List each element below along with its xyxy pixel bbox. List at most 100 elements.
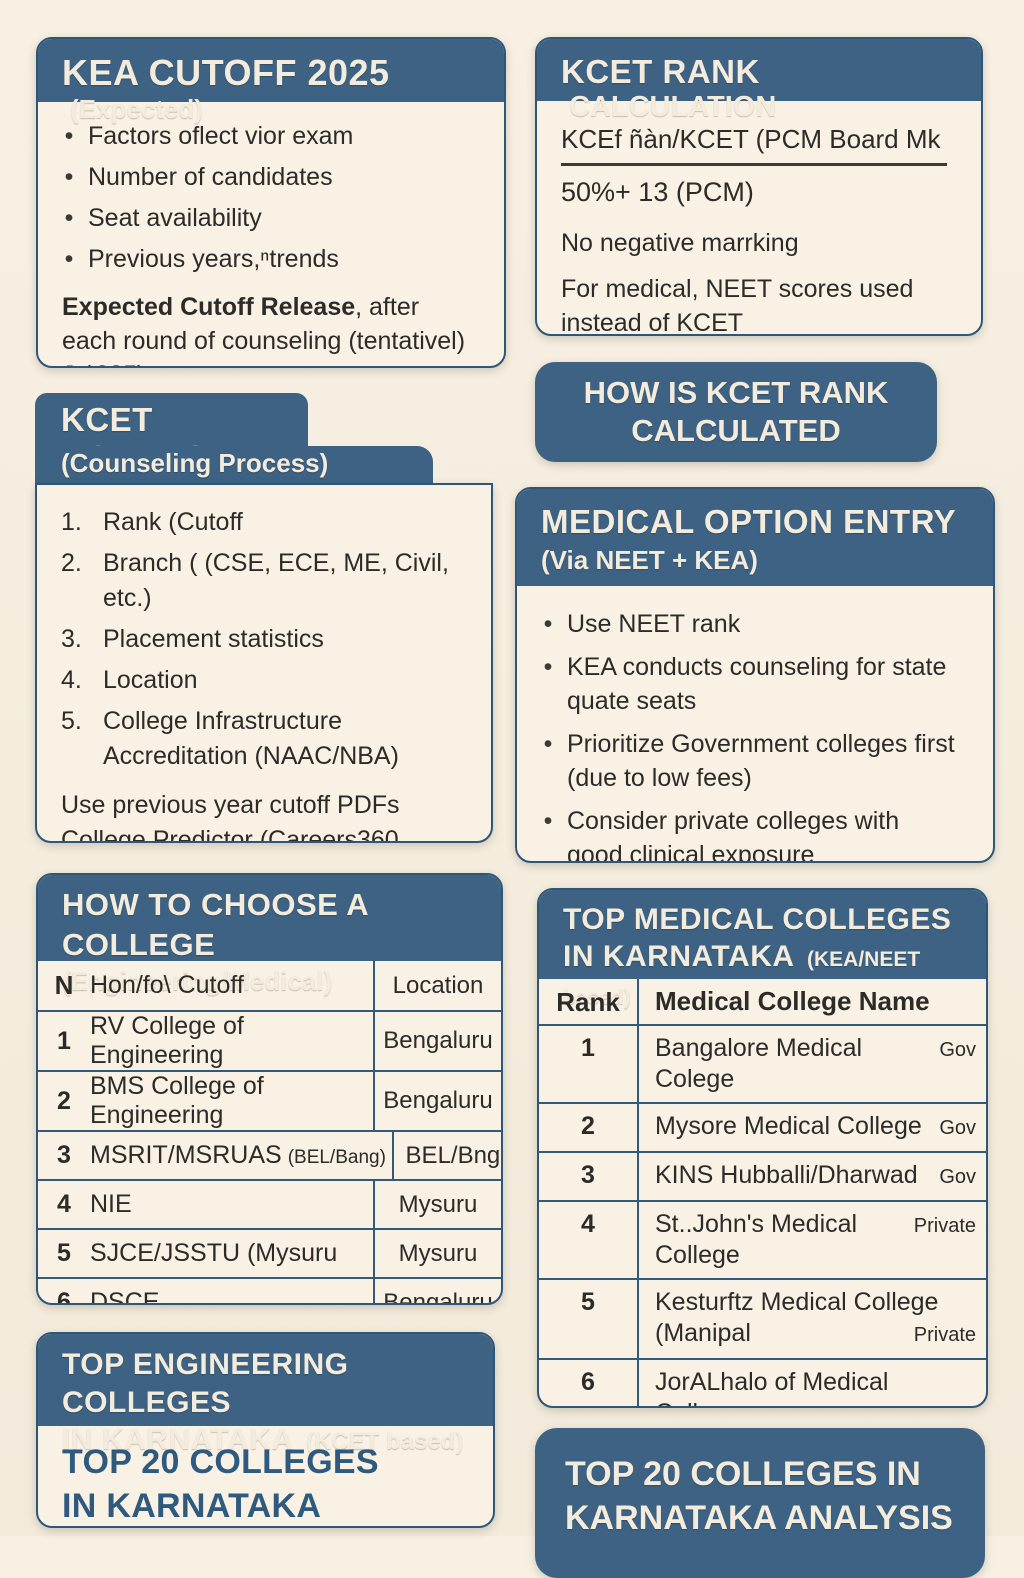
college-rank-number: 6 [57, 1288, 71, 1305]
college-rank-number: 2 [57, 1086, 71, 1115]
top-eng-body-line1: TOP 20 COLLEGES [62, 1443, 379, 1481]
medical-option-bullet: • Prioritize Government colleges first (… [541, 727, 969, 795]
college-rank-number: 4 [57, 1190, 71, 1218]
medical-college-tag: Private [913, 1215, 976, 1237]
medical-option-bullet: • KEA conducts counseling for state quat… [541, 650, 969, 718]
rounds-item-number: 5. [61, 707, 82, 735]
rounds-notes: Use previous year cutoff PDFs College Pr… [61, 788, 467, 843]
medical-option-title: MEDICAL OPTION ENTRY [541, 503, 957, 540]
college-location: Bengaluru [373, 1072, 501, 1130]
medical-college-name: Mysore Medical College [655, 1112, 922, 1140]
college-name: SJCE/JSSTU (Mysuru [90, 1239, 373, 1268]
medical-college-name: JorALhalo of Medical College [655, 1368, 889, 1406]
kcet-rank-title-suffix: CALCULATION [569, 91, 777, 123]
bottom-banner-line2: KARNATAKA ANALYSIS [565, 1499, 953, 1537]
rounds-item-number: 1. [61, 508, 82, 536]
kcet-rank-body: KCEf ñàn/KCET (PCM Board Mk 50%+ 13 (PCM… [537, 101, 981, 336]
bullet-dot-icon: • [543, 730, 553, 758]
kcet-rounds-subtitle-band: (Counseling Process) [35, 446, 433, 483]
rank-note-neet: For medical, NEET scores used instead of… [561, 275, 914, 336]
top-eng-body: TOP 20 COLLEGES IN KARNATAKA ANALYSIS [38, 1426, 493, 1526]
rounds-note-line: Use previous year cutoff PDFs [61, 788, 467, 823]
choose-table-header-row: N Hon/fo\ Cutoff Location [38, 961, 501, 1010]
college-rank-number: 1 [57, 1026, 71, 1055]
choose-header-name: Hon/fo\ Cutoff [90, 971, 373, 1000]
choose-table-row: 2 BMS College of Engineering Bengaluru [38, 1070, 501, 1130]
top-eng-body-line2: IN KARNATAKA ANALYSIS [62, 1487, 320, 1525]
top-eng-title-line2: IN KARNATAKA [62, 1423, 294, 1456]
kea-bullet-item: • Number of candidates [62, 160, 480, 194]
choose-header-location: Location [373, 961, 501, 1010]
college-name-text: SJCE/JSSTU (Mysuru [90, 1239, 338, 1267]
rounds-note-text: College Predictor (Careers360 Shikha) [61, 826, 399, 843]
medical-college-tag: Gov [939, 1117, 976, 1139]
medical-option-subtitle: (Via NEET + KEA) [541, 545, 758, 575]
rank-formula-numerator: KCEf ñàn/KCET (PCM Board Mk [561, 121, 947, 166]
choose-table-row: 3 MSRIT/MSRUAS (BEL/Bang) BEL/Bngr [38, 1130, 501, 1179]
medical-college-cell: Bangalore Medical Colege Gov [639, 1026, 986, 1102]
medical-option-bullet: • Use NEET rank [541, 607, 969, 641]
college-location: Bengaluru [373, 1012, 501, 1070]
kea-bullet-text: Previous years,ⁿtrends [88, 245, 339, 273]
rounds-item-number: 4. [61, 666, 82, 694]
kcet-rounds-subtitle: (Counseling Process) [61, 448, 329, 478]
top-eng-header: TOP ENGINEERING COLLEGES IN KARNATAKA (K… [38, 1334, 493, 1456]
kea-cutoff-header: KEA CUTOFF 2025 (Expected) [38, 39, 504, 124]
bullet-dot-icon: • [64, 245, 74, 273]
kea-bullet-item: • Factors oflect vior exam [62, 119, 480, 153]
choose-college-subtitle: (Engineering/Medical) [62, 966, 333, 996]
college-name-suffix: (BEL/Bang) [287, 1147, 386, 1168]
college-location: Bengaluru [373, 1279, 501, 1303]
card-kea-cutoff: KEA CUTOFF 2025 (Expected) • Factors ofl… [36, 37, 506, 368]
medical-rank-number: 5 [539, 1280, 639, 1358]
medical-option-bullet: • Consider private colleges with good cl… [541, 804, 969, 861]
medical-college-name: Kesturftz Medical College [655, 1288, 939, 1316]
college-name: MSRIT/MSRUAS (BEL/Bang) [90, 1141, 392, 1170]
college-rank-number: 5 [57, 1239, 71, 1267]
bullet-dot-icon: • [543, 807, 553, 835]
kea-bullet-item: • Seat availability [62, 201, 480, 235]
top-medical-title-line2: IN KARNATAKA [563, 940, 795, 973]
rounds-list-item: 1. Rank (Cutoff [61, 505, 467, 540]
card-kcet-rounds: 1. Rank (Cutoff 2. Branch ( (CSE, ECE, M… [35, 483, 493, 843]
medical-table-rows: 1 Bangalore Medical Colege Gov 2 [539, 1024, 986, 1406]
banner-top20-analysis: TOP 20 COLLEGES IN KARNATAKA ANALYSIS [535, 1428, 985, 1578]
medical-rank-number: 2 [539, 1104, 639, 1151]
medical-college-tag2: Private [913, 1324, 976, 1346]
kea-bullet-text: Number of candidates [88, 163, 333, 191]
rounds-item-number: 3. [61, 625, 82, 653]
college-rank-number: 3 [57, 1141, 71, 1169]
medical-college-line2: (Manipal Private [655, 1318, 976, 1351]
college-location: Mysuru [373, 1230, 501, 1277]
medical-college-tag: Gov [939, 1166, 976, 1188]
college-location: Mysuru [373, 1181, 501, 1228]
kea-bullet-text: Factors oflect vior exam [88, 122, 354, 150]
choose-college-header: HOW TO CHOOSE A COLLEGE (Engineering/Med… [38, 875, 501, 996]
college-name-text: NIE [90, 1190, 132, 1218]
bullet-dot-icon: • [64, 122, 74, 150]
college-name: DSCE [90, 1288, 373, 1303]
card-how-to-choose-college: HOW TO CHOOSE A COLLEGE (Engineering/Med… [36, 873, 503, 1305]
rounds-note-text: Use previous year cutoff PDFs [61, 791, 400, 819]
college-name: NIE [90, 1190, 373, 1219]
card-top-medical-colleges: TOP MEDICAL COLLEGES IN KARNATAKA (KEA/N… [537, 888, 988, 1408]
rounds-item-text: Branch ( (CSE, ECE, ME, Civil, etc.) [103, 549, 449, 612]
medical-rank-number: 3 [539, 1153, 639, 1200]
rounds-numbered-list: 1. Rank (Cutoff 2. Branch ( (CSE, ECE, M… [61, 505, 467, 774]
medical-option-bullet-list: • Use NEET rank • KEA conducts counselin… [541, 607, 969, 861]
college-name: BMS College of Engineering [90, 1072, 373, 1130]
kcet-rounds-title-tab: KCET ROUNDS [35, 393, 308, 476]
kea-bullet-item: • Previous years,ⁿtrends [62, 242, 480, 276]
bottom-banner-line1: TOP 20 COLLEGES IN [565, 1455, 921, 1493]
kea-release-note: Expected Cutoff Release, after each roun… [62, 290, 480, 366]
rank-note-negative-marking: No negative marrking [561, 229, 799, 257]
choose-table-rows: 1 RV College of Engineering Bengaluru 2 … [38, 1010, 501, 1305]
medical-rank-number: 6 [539, 1360, 639, 1406]
card-medical-option-entry: MEDICAL OPTION ENTRY (Via NEET + KEA) • … [515, 487, 995, 863]
medical-college-name: Bangalore Medical Colege [655, 1034, 863, 1093]
medical-option-bullet-text: Use NEET rank [567, 610, 741, 638]
college-location: BEL/Bngr [391, 1132, 501, 1179]
choose-table-row: 1 RV College of Engineering Bengaluru [38, 1010, 501, 1070]
rounds-list-item: 5. College Infrastructure Accreditation … [61, 704, 467, 774]
rounds-item-number: 2. [61, 549, 82, 577]
